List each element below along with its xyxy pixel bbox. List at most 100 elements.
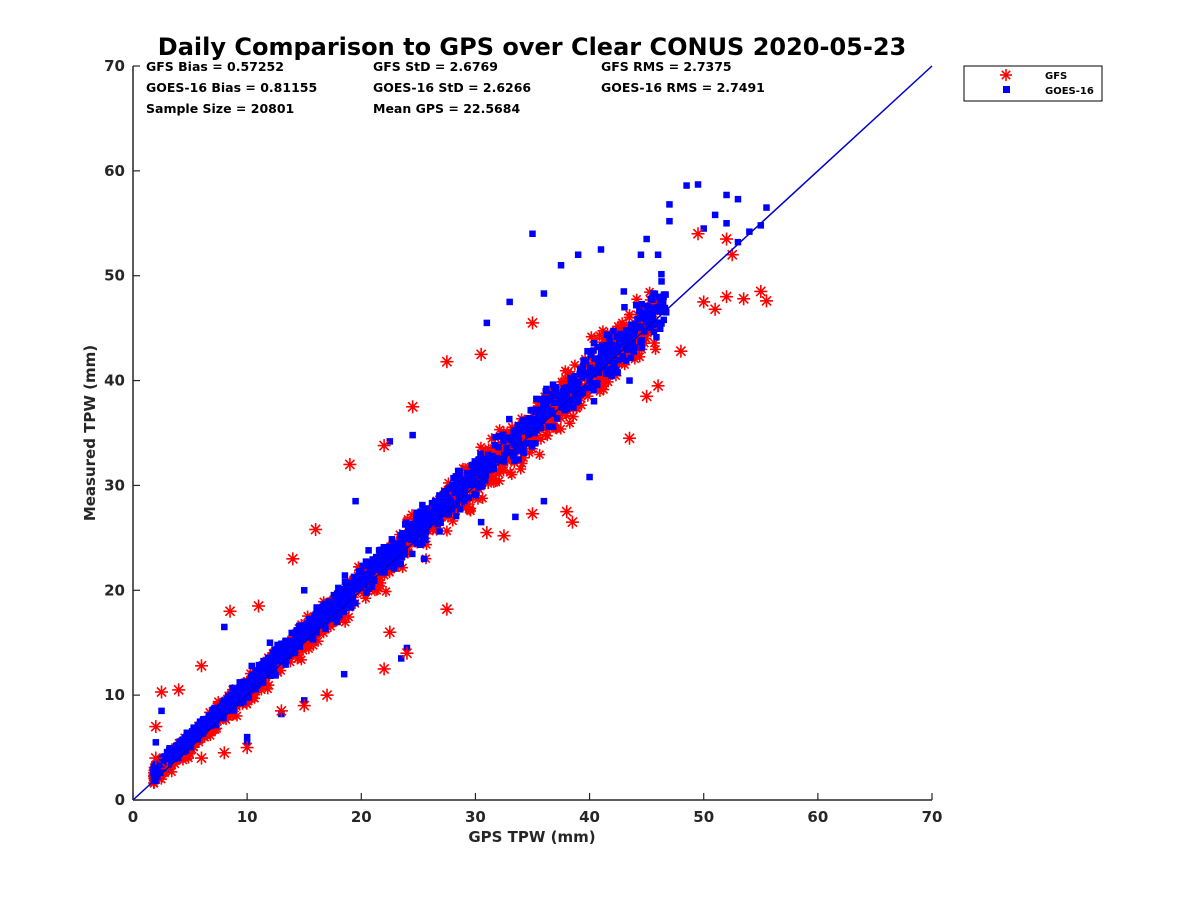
goes16-point bbox=[475, 456, 483, 463]
goes16-point bbox=[313, 629, 320, 636]
goes16-point bbox=[450, 474, 457, 482]
legend-gfs-label: GFS bbox=[1045, 71, 1067, 82]
goes16-point bbox=[205, 712, 213, 719]
goes16-point bbox=[523, 424, 530, 432]
stat-gfs-std: GFS StD = 2.6769 bbox=[373, 59, 498, 74]
goes16-point bbox=[496, 432, 503, 440]
goes16-point bbox=[571, 372, 578, 380]
goes16-point bbox=[379, 561, 386, 568]
goes16-point bbox=[475, 484, 482, 491]
goes16-point bbox=[577, 367, 585, 374]
goes16-point bbox=[365, 547, 372, 554]
gfs-point bbox=[463, 501, 477, 515]
goes16-point bbox=[309, 623, 316, 631]
goes16-point bbox=[196, 724, 203, 731]
goes16-point bbox=[375, 559, 383, 567]
goes16-point bbox=[312, 610, 320, 618]
goes16-point bbox=[641, 328, 648, 335]
goes16-point bbox=[266, 668, 273, 676]
goes16-point bbox=[666, 217, 673, 225]
goes16-point bbox=[486, 459, 494, 466]
gfs-point bbox=[240, 741, 254, 755]
gfs-point bbox=[263, 679, 275, 691]
goes16-point bbox=[584, 369, 591, 377]
goes16-point bbox=[452, 512, 460, 520]
goes16-point bbox=[527, 423, 534, 431]
goes16-point bbox=[247, 677, 255, 684]
goes16-point bbox=[479, 482, 486, 490]
goes16-point bbox=[471, 458, 479, 465]
goes16-point bbox=[350, 573, 358, 581]
goes16-point bbox=[574, 397, 582, 405]
goes16-point bbox=[535, 414, 543, 422]
goes16-point bbox=[409, 431, 416, 439]
goes16-point bbox=[282, 661, 289, 668]
goes16-point bbox=[503, 444, 510, 452]
goes16-point bbox=[430, 503, 438, 510]
goes16-point bbox=[454, 480, 462, 488]
gfs-point bbox=[560, 505, 574, 519]
goes16-point bbox=[636, 324, 643, 332]
goes16-point bbox=[610, 327, 617, 335]
goes16-point bbox=[535, 411, 542, 418]
goes16-point bbox=[184, 730, 192, 738]
goes16-point bbox=[296, 622, 303, 629]
goes16-point bbox=[525, 431, 532, 438]
goes16-point bbox=[386, 438, 394, 445]
goes16-point bbox=[638, 344, 645, 351]
goes16-point bbox=[461, 495, 469, 502]
goes16-point bbox=[461, 485, 469, 492]
goes16-point bbox=[542, 387, 549, 395]
goes16-point bbox=[347, 604, 355, 611]
goes16-point bbox=[590, 339, 598, 347]
goes16-point bbox=[174, 743, 181, 750]
gfs-point bbox=[526, 316, 539, 330]
goes16-point bbox=[341, 578, 349, 586]
gfs-point bbox=[720, 232, 734, 246]
goes16-point bbox=[482, 455, 489, 463]
goes16-point bbox=[401, 535, 408, 543]
gfs-point bbox=[149, 720, 163, 734]
goes16-point bbox=[540, 402, 547, 409]
goes16-point bbox=[300, 587, 308, 594]
goes16-point bbox=[483, 319, 491, 327]
x-tick-label: 50 bbox=[693, 808, 714, 826]
goes16-point bbox=[602, 351, 609, 359]
y-axis-label: Measured TPW (mm) bbox=[81, 345, 99, 521]
goes16-point bbox=[476, 464, 484, 472]
goes16-point bbox=[419, 534, 427, 541]
goes16-point bbox=[447, 497, 455, 505]
goes16-point bbox=[549, 390, 556, 398]
goes16-point bbox=[456, 506, 464, 513]
goes16-point bbox=[576, 370, 583, 378]
goes16-point bbox=[540, 290, 548, 297]
goes16-point bbox=[195, 732, 203, 739]
gfs-point bbox=[708, 302, 722, 316]
goes16-point bbox=[439, 510, 447, 517]
goes16-point bbox=[763, 204, 770, 211]
goes16-point bbox=[152, 771, 159, 778]
goes16-point bbox=[656, 304, 664, 312]
y-tick-label: 50 bbox=[104, 267, 125, 285]
y-tick-label: 70 bbox=[104, 57, 125, 75]
goes16-point bbox=[278, 657, 286, 665]
gfs-point bbox=[754, 284, 768, 298]
goes16-point bbox=[409, 550, 416, 558]
goes16-point bbox=[620, 288, 628, 295]
goes16-point bbox=[405, 528, 412, 535]
goes16-point bbox=[650, 305, 658, 313]
goes16-point bbox=[255, 665, 263, 672]
goes16-point bbox=[532, 440, 539, 447]
goes16-point bbox=[602, 348, 609, 355]
goes16-point bbox=[625, 338, 632, 346]
gfs-point bbox=[540, 428, 552, 440]
goes16-point bbox=[252, 670, 260, 677]
goes16-point bbox=[584, 348, 591, 355]
goes16-point bbox=[498, 456, 505, 464]
goes16-point bbox=[594, 343, 602, 351]
goes16-point bbox=[358, 575, 366, 583]
goes16-point bbox=[564, 386, 572, 393]
gfs-point bbox=[252, 599, 266, 613]
goes16-point bbox=[301, 632, 308, 640]
goes16-point bbox=[493, 454, 501, 462]
